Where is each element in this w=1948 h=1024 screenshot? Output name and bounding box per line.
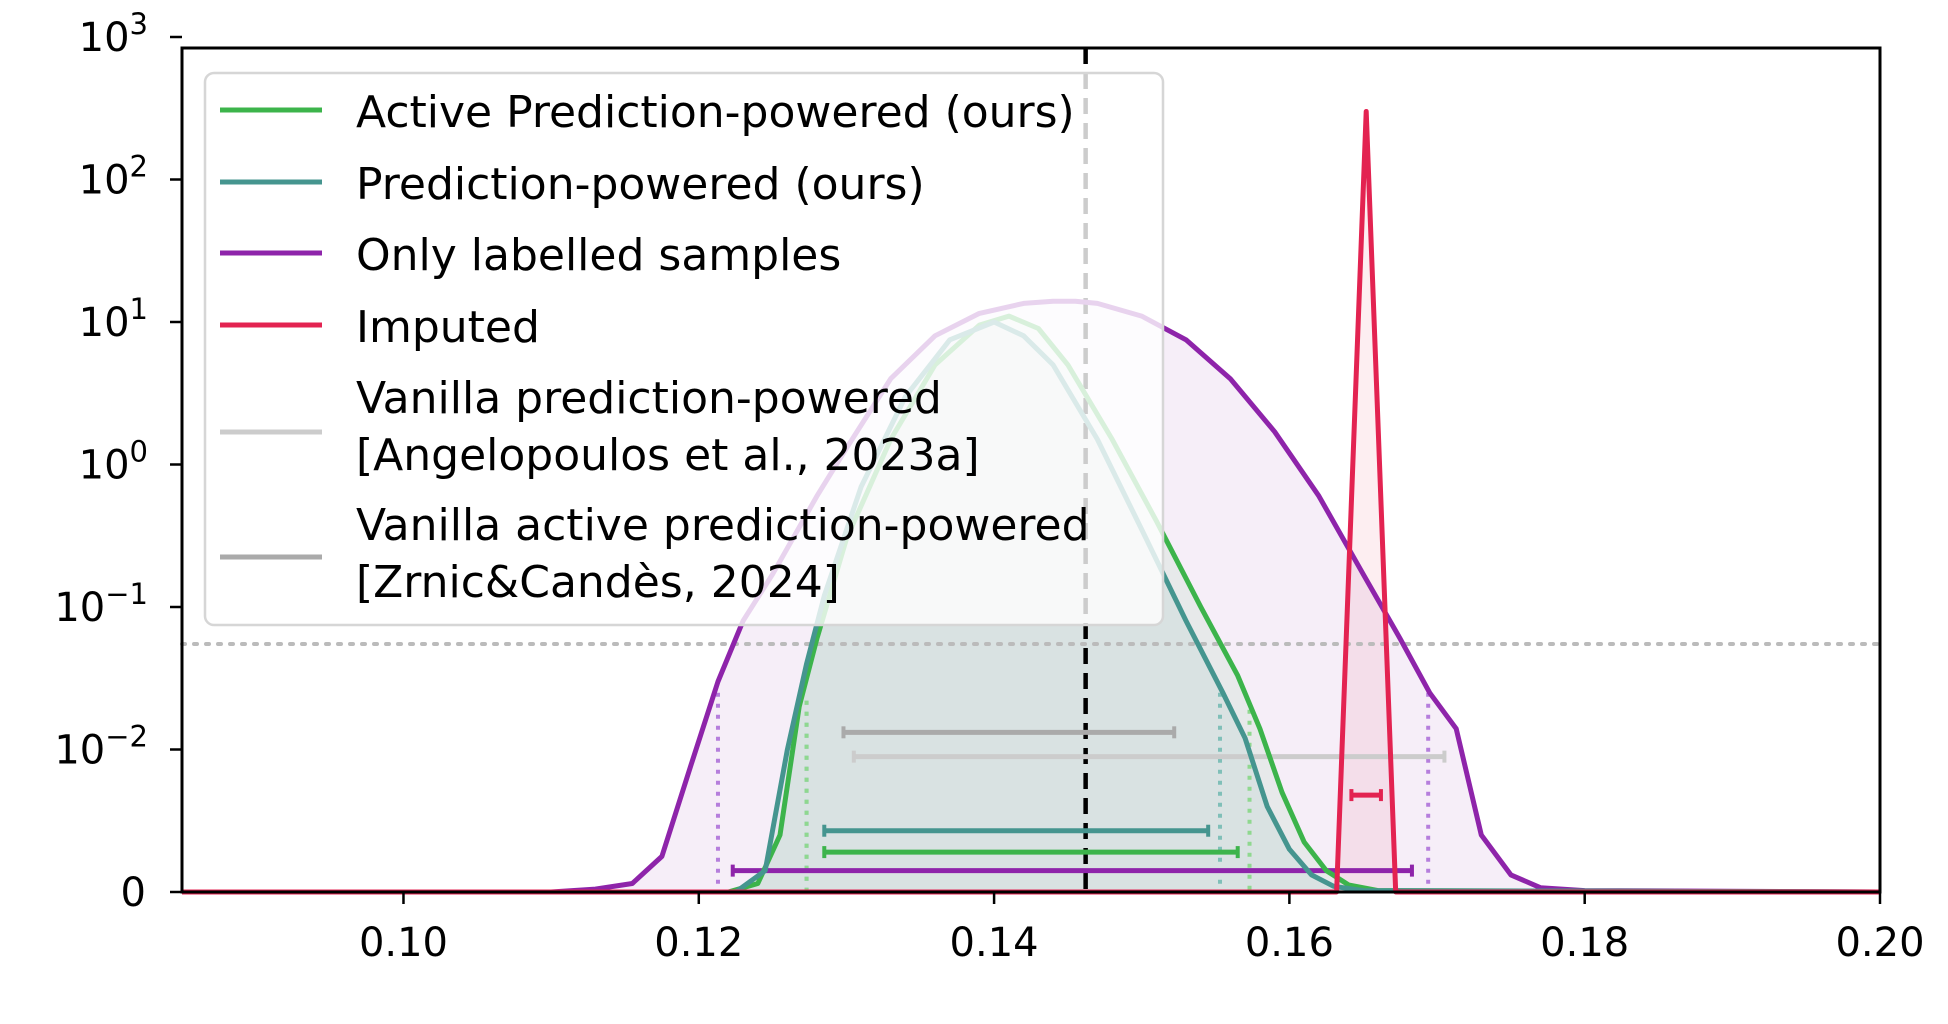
interval-markers <box>715 692 1431 892</box>
y-tick-label-0: 0 <box>121 870 146 916</box>
y-tick-label-3: 100 <box>79 435 148 489</box>
legend-label-5-1: [Zrnic&Candès, 2024] <box>356 557 840 608</box>
legend: Active Prediction-powered (ours) Predicti… <box>203 71 1165 627</box>
axes: 0.10 0.12 0.14 0.16 0.18 0.20 0 10−2 10−1 100 101 1… <box>54 7 1924 966</box>
y-tick-label-1: 10−2 <box>54 720 148 774</box>
legend-label-3-0: Imputed <box>356 302 540 353</box>
y-tick-label-2: 10−1 <box>54 577 148 631</box>
legend-box <box>203 71 1165 627</box>
legend-label-5-0: Vanilla active prediction-powered <box>356 500 1090 551</box>
y-tick-label-5: 102 <box>79 150 148 204</box>
legend-label-4-0: Vanilla prediction-powered <box>356 373 942 424</box>
x-tick-label-1: 0.12 <box>654 920 743 966</box>
legend-label-4-1: [Angelopoulos et al., 2023a] <box>356 430 980 481</box>
x-tick-label-3: 0.16 <box>1245 920 1334 966</box>
x-tick-label-0: 0.10 <box>359 920 448 966</box>
x-tick-label-2: 0.14 <box>950 920 1039 966</box>
plot-frame <box>180 46 1882 894</box>
x-tick-label-5: 0.20 <box>1835 920 1924 966</box>
legend-label-2-0: Only labelled samples <box>356 230 841 281</box>
legend-label-0-0: Active Prediction-powered (ours) <box>356 87 1075 138</box>
y-tick-label-4: 101 <box>79 292 148 346</box>
x-tick-label-4: 0.18 <box>1540 920 1629 966</box>
y-tick-label-6: 103 <box>79 7 148 61</box>
confidence-intervals <box>730 726 1447 877</box>
legend-label-1-0: Prediction-powered (ours) <box>356 159 925 210</box>
